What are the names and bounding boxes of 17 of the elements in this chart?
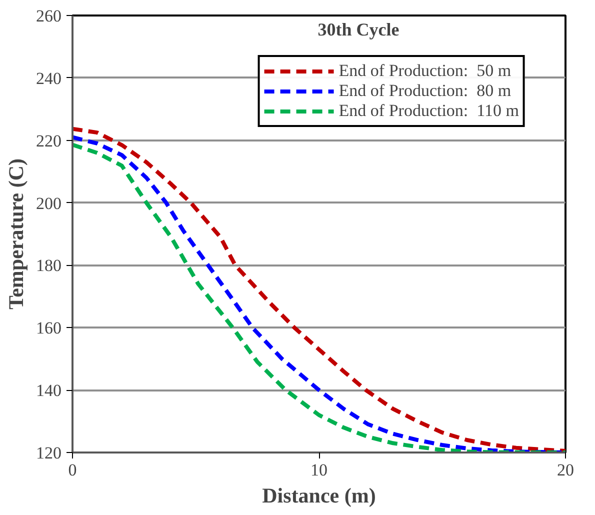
legend-label: End of Production: 50 m	[338, 61, 512, 81]
y-tick-label: 220	[36, 131, 62, 150]
y-tick-label: 260	[36, 6, 62, 26]
x-axis-title: Distance (m)	[262, 484, 376, 508]
y-tick-label: 180	[36, 256, 62, 276]
x-tick-label: 20	[557, 460, 574, 480]
chart-title: 30th Cycle	[318, 20, 400, 40]
legend-label: End of Production: 110 m	[338, 101, 519, 121]
legend-label: End of Production: 80 m	[338, 81, 512, 101]
y-tick-label: 140	[36, 381, 62, 400]
x-tick-label: 0	[68, 460, 77, 480]
y-tick-label: 120	[36, 444, 62, 462]
y-tick-label: 240	[36, 68, 62, 88]
x-tick-label: 10	[310, 460, 328, 480]
y-axis-title: Temperature (C)	[4, 158, 28, 310]
y-tick-label: 160	[36, 318, 62, 338]
y-tick-label: 200	[36, 194, 62, 213]
